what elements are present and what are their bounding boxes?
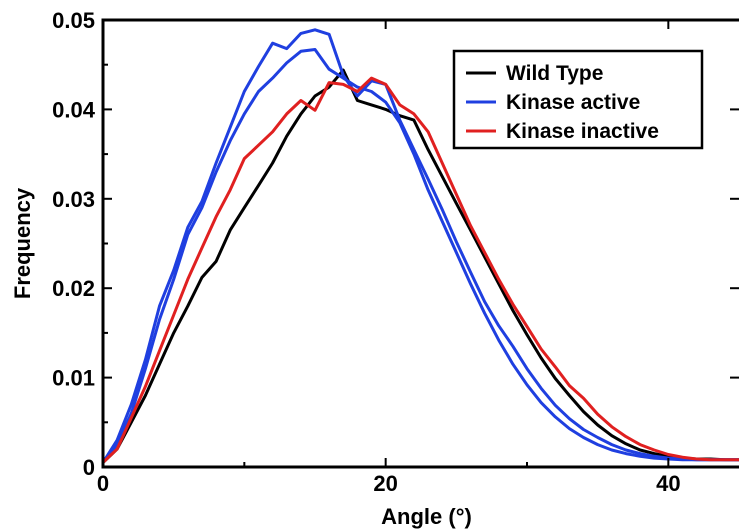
x-tick-label: 0: [97, 471, 109, 496]
series-lines: [101, 28, 739, 464]
axis-ticks: 0 20 40 0 0.01 0.02 0.03 0.04 0.05: [52, 8, 739, 496]
series-line-0: [101, 68, 739, 464]
legend-box: [452, 49, 704, 150]
y-tick-label: 0.02: [52, 276, 95, 301]
x-tick-label: 20: [373, 471, 397, 496]
legend-label: Wild Type: [506, 62, 603, 85]
series-line-3: [101, 76, 739, 464]
y-tick-label: 0.04: [52, 97, 96, 122]
legend-label: Kinase inactive: [506, 120, 659, 143]
y-tick-label: 0.01: [52, 366, 95, 391]
y-tick-label: 0.05: [52, 8, 95, 33]
legend-label: Kinase active: [506, 91, 640, 114]
series-line-2: [101, 28, 739, 464]
y-tick-label: 0: [83, 455, 95, 480]
legend: Wild Type Kinase active Kinase inactive: [452, 49, 704, 150]
y-tick-label: 0.03: [52, 187, 95, 212]
x-axis-label: Angle (°): [381, 504, 472, 529]
x-tick-label: 40: [656, 471, 680, 496]
series-line-1: [101, 48, 739, 464]
y-axis-label: Frequency: [10, 187, 35, 299]
